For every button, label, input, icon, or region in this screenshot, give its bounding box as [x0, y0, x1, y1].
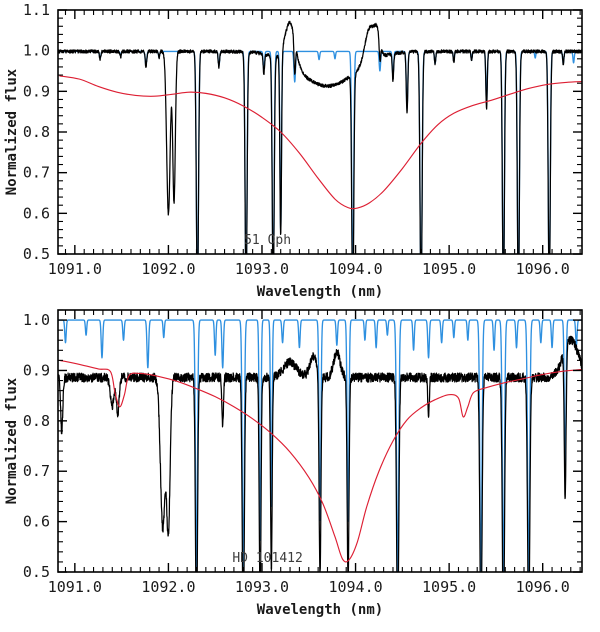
y-ticks-top	[58, 9, 582, 255]
series-telluric-model-top	[58, 50, 582, 254]
y-ticklabel: 0.9	[23, 361, 50, 379]
series-observed-spectrum-bottom	[58, 335, 582, 572]
x-ticklabel: 1094.0	[328, 260, 382, 278]
x-ticklabel: 1096.0	[516, 260, 570, 278]
panel-annotation-bottom: HD 101412	[232, 551, 302, 566]
series-photospheric-model-bottom	[59, 359, 582, 563]
y-ticklabel: 0.9	[23, 82, 50, 100]
y-ticklabel: 1.0	[23, 42, 50, 60]
y-ticklabel: 0.5	[23, 245, 50, 263]
panel-bottom: 1091.0 1092.0 1093.0 1094.0 1095.0 1096.0 0.5 0…	[4, 309, 583, 618]
y-ticklabel: 0.6	[23, 204, 50, 222]
x-ticklabel: 1094.0	[328, 578, 382, 596]
y-ticklabel: 0.8	[23, 123, 50, 141]
x-ticklabel: 1092.0	[141, 260, 195, 278]
y-ticklabel: 0.8	[23, 412, 50, 430]
series-telluric-model-bottom	[58, 319, 582, 572]
y-ticklabel: 0.7	[23, 462, 50, 480]
x-ticklabel: 1092.0	[141, 578, 195, 596]
y-axis-title-bottom: Normalized flux	[4, 377, 20, 504]
x-ticklabel: 1095.0	[422, 260, 476, 278]
series-observed-spectrum-top	[58, 20, 582, 254]
y-ticklabel: 0.6	[23, 513, 50, 531]
x-ticklabel: 1091.0	[48, 260, 102, 278]
x-ticklabel: 1093.0	[235, 260, 289, 278]
panel-top: 1091.0 1092.0 1093.0 1094.0 1095.0 1096.0 0.5 0…	[4, 1, 583, 300]
x-ticks-top	[64, 10, 581, 254]
panel-annotation-top: 51 Oph	[244, 233, 291, 248]
series-photospheric-model-top	[59, 75, 582, 210]
y-ticklabel: 1.0	[23, 311, 50, 329]
y-axis-title-top: Normalized flux	[4, 68, 20, 195]
y-ticklabel: 1.1	[23, 1, 50, 19]
x-ticklabel: 1096.0	[516, 578, 570, 596]
x-ticklabel: 1093.0	[235, 578, 289, 596]
y-ticks-bottom	[58, 309, 582, 573]
x-ticks-bottom	[64, 310, 581, 572]
y-ticklabel: 0.5	[23, 563, 50, 581]
x-ticklabel: 1091.0	[48, 578, 102, 596]
x-ticklabel: 1095.0	[422, 578, 476, 596]
x-axis-title-bottom: Wavelength (nm)	[257, 602, 383, 618]
y-ticklabel: 0.7	[23, 164, 50, 182]
data-layer-top	[58, 20, 582, 254]
x-axis-title-top: Wavelength (nm)	[257, 284, 383, 300]
axis-frame-top	[57, 9, 583, 255]
data-layer-bottom	[58, 319, 582, 572]
